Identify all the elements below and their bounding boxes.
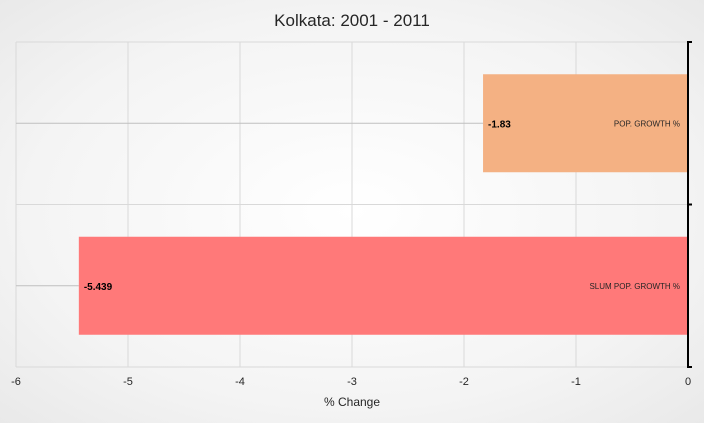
- chart-title: Kolkata: 2001 - 2011: [274, 11, 430, 30]
- x-tick-label: -6: [11, 376, 21, 388]
- labels: -1.83 POP. GROWTH % -5.439 SLUM POP. GROWTH…: [11, 119, 691, 388]
- data-label: -5.439: [84, 282, 113, 293]
- x-tick-label: -4: [235, 376, 245, 388]
- data-label: -1.83: [488, 119, 511, 130]
- bar: [78, 236, 688, 335]
- bar: [483, 74, 688, 173]
- x-tick-label: -1: [571, 376, 581, 388]
- category-label: POP. GROWTH %: [614, 119, 680, 128]
- x-tick-label: -3: [347, 376, 357, 388]
- x-axis-title: % Change: [324, 395, 380, 409]
- category-label: SLUM POP. GROWTH %: [589, 282, 680, 291]
- x-tick-label: -2: [459, 376, 469, 388]
- bars: [78, 74, 688, 335]
- axes: [687, 41, 692, 368]
- x-tick-label: 0: [685, 376, 691, 388]
- x-tick-label: -5: [123, 376, 133, 388]
